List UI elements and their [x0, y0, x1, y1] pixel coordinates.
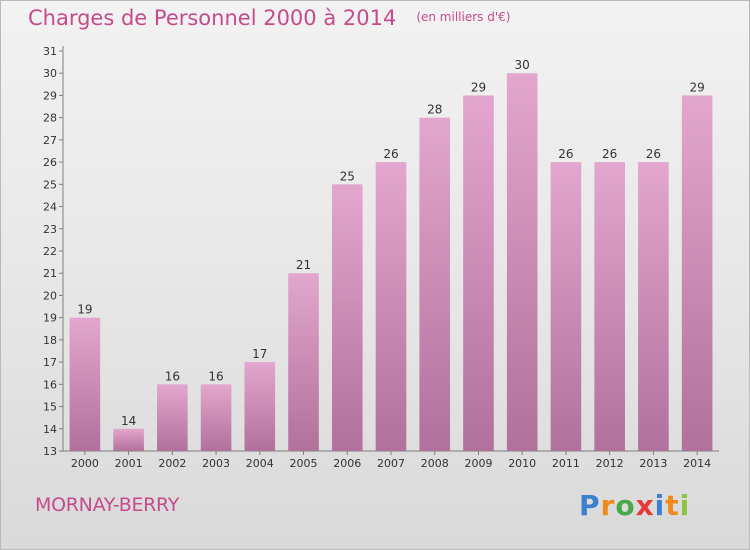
proxiti-logo: Proxiti: [579, 489, 690, 522]
value-label-2010: 30: [515, 58, 530, 72]
logo-letter: x: [635, 489, 655, 522]
bar-2005: [288, 273, 319, 451]
value-label-2003: 16: [208, 369, 223, 383]
bar-2001: [113, 428, 144, 451]
y-tick-label: 30: [43, 67, 57, 80]
logo-letter: r: [600, 489, 616, 522]
chart-title-text: Charges de Personnel 2000 à 2014: [28, 6, 397, 30]
x-tick-label: 2011: [552, 457, 580, 470]
y-tick-label: 14: [43, 423, 57, 436]
x-tick-label: 2003: [202, 457, 230, 470]
x-tick-label: 2001: [115, 457, 143, 470]
y-tick-label: 24: [43, 201, 57, 214]
bar-2011: [550, 162, 582, 451]
y-tick-label: 31: [43, 45, 57, 58]
x-tick-label: 2009: [464, 457, 492, 470]
y-tick-label: 13: [43, 445, 57, 458]
x-tick-label: 2013: [639, 457, 667, 470]
y-tick-label: 22: [43, 245, 57, 258]
value-label-2012: 26: [602, 147, 617, 161]
x-tick-label: 2014: [683, 457, 711, 470]
bar-2014: [681, 95, 713, 451]
y-tick-label: 20: [43, 289, 57, 302]
commune-name: MORNAY-BERRY: [35, 494, 180, 516]
x-tick-label: 2012: [596, 457, 624, 470]
x-tick-label: 2000: [71, 457, 99, 470]
value-label-2001: 14: [121, 414, 136, 428]
y-tick-label: 15: [43, 401, 57, 414]
logo-letter: o: [615, 489, 636, 522]
value-label-2013: 26: [646, 147, 661, 161]
value-label-2004: 17: [252, 347, 267, 361]
x-tick-label: 2010: [508, 457, 536, 470]
chart-title: Charges de Personnel 2000 à 2014 (en mill…: [28, 6, 510, 30]
value-label-2000: 19: [77, 303, 92, 317]
bars: [69, 73, 713, 452]
x-tick-label: 2008: [421, 457, 449, 470]
bar-2000: [69, 317, 101, 451]
logo-letter: t: [665, 489, 680, 522]
bar-2003: [200, 384, 232, 451]
y-tick-label: 29: [43, 89, 57, 102]
y-tick-label: 27: [43, 134, 57, 147]
bar-2009: [463, 95, 494, 451]
y-tick-label: 16: [43, 378, 57, 391]
value-label-2014: 29: [689, 80, 704, 94]
y-tick-label: 18: [43, 334, 57, 347]
chart-unit: (en milliers d'€): [416, 10, 511, 24]
y-tick-label: 23: [43, 223, 57, 236]
bar-2006: [331, 184, 363, 452]
value-label-2008: 28: [427, 103, 442, 117]
y-tick-label: 26: [43, 156, 57, 169]
value-label-2005: 21: [296, 258, 311, 272]
y-tick-label: 19: [43, 312, 57, 325]
value-label-2007: 26: [383, 147, 398, 161]
x-tick-label: 2006: [333, 457, 361, 470]
x-tick-label: 2002: [158, 457, 186, 470]
y-tick-label: 21: [43, 267, 57, 280]
bar-2007: [375, 162, 407, 451]
bar-2010: [506, 73, 538, 451]
x-tick-label: 2005: [290, 457, 318, 470]
y-tick-label: 28: [43, 112, 57, 125]
value-label-2002: 16: [165, 369, 180, 383]
bar-2008: [419, 117, 451, 452]
logo-letter: i: [679, 489, 691, 522]
value-label-2011: 26: [558, 147, 573, 161]
value-label-2009: 29: [471, 80, 486, 94]
bar-2004: [244, 362, 276, 451]
bar-2012: [594, 162, 625, 451]
logo-letter: i: [654, 489, 666, 522]
y-tick-label: 25: [43, 178, 57, 191]
value-label-2006: 25: [340, 169, 355, 183]
logo-letter: P: [579, 489, 601, 522]
bar-2013: [638, 162, 669, 451]
axes: 13 14 15 16 17 18 19 20 21 22 23 24 25 26 27 28 29 30 31 20…: [43, 45, 719, 470]
y-tick-label: 17: [43, 356, 57, 369]
value-labels: 19 14 16 16 17 21 25 26 28 29 30 26 26 26 29: [77, 58, 705, 428]
x-tick-label: 2007: [377, 457, 405, 470]
bar-2002: [157, 384, 188, 451]
x-tick-label: 2004: [246, 457, 274, 470]
